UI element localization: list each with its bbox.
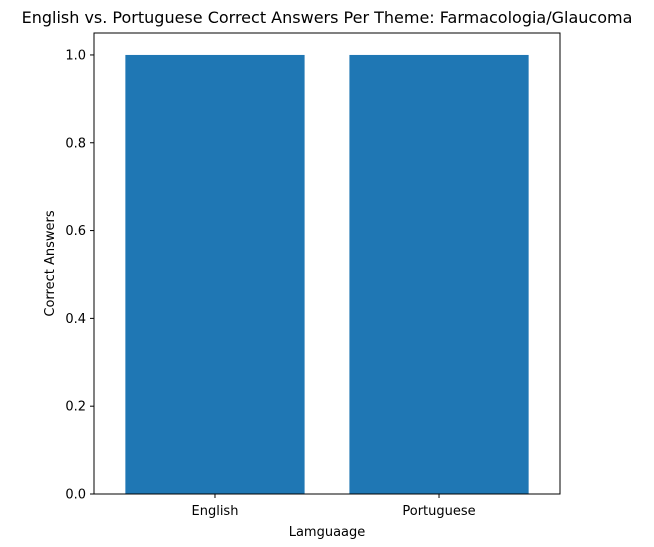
y-tick-label: 0.6 (65, 224, 86, 239)
x-axis-label: Lamguaage (289, 525, 366, 540)
bars-group (125, 54, 529, 494)
y-axis-ticks: 0.0 0.2 0.4 0.6 0.8 1.0 (65, 48, 94, 503)
y-tick-label: 0.2 (65, 400, 86, 415)
x-axis-ticks: English Portuguese (192, 494, 476, 519)
y-tick-label: 0.0 (65, 488, 86, 503)
axes-frame (93, 32, 561, 495)
y-tick-label: 0.4 (65, 312, 86, 327)
bar-portuguese (349, 54, 529, 494)
y-tick-label: 1.0 (65, 48, 86, 63)
y-tick-label: 0.8 (65, 136, 86, 151)
x-tick-label-english: English (192, 504, 239, 519)
x-tick-label-portuguese: Portuguese (402, 504, 475, 519)
chart-title: English vs. Portuguese Correct Answers P… (22, 8, 633, 27)
bar-english (125, 54, 305, 494)
y-axis-label: Correct Answers (43, 210, 58, 316)
